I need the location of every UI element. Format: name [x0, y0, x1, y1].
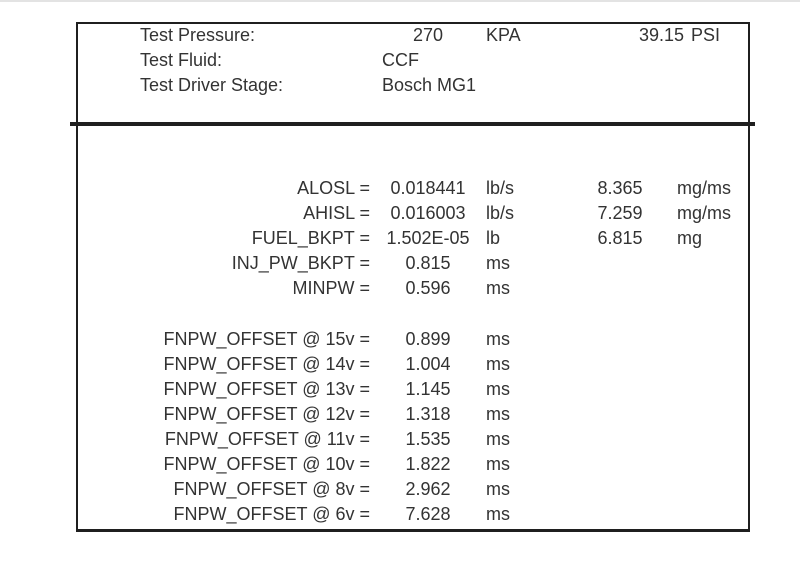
row-unit: ms — [486, 278, 510, 298]
row-label: Test Fluid: — [140, 50, 223, 70]
row-value: 1.145 — [405, 379, 451, 399]
row-unit: ms — [486, 253, 510, 273]
row-unit: ms — [486, 404, 510, 424]
report-row: ALOSL = 0.018441 lb/s 8.365 mg/ms — [0, 176, 800, 201]
row-value: 270 — [412, 25, 444, 45]
report-row: Test Pressure: 270 KPA 39.15 PSI — [0, 23, 800, 48]
row-unit: ms — [486, 329, 510, 349]
page-top-edge — [0, 0, 800, 2]
row-unit: KPA — [486, 25, 521, 45]
row-value: 0.016003 — [390, 203, 466, 223]
row-value-secondary: 39.15 — [638, 25, 684, 45]
row-value: 2.962 — [405, 479, 451, 499]
row-label: MINPW = — [292, 278, 370, 298]
row-label: FNPW_OFFSET @ 8v = — [173, 479, 370, 499]
report-row: AHISL = 0.016003 lb/s 7.259 mg/ms — [0, 201, 800, 226]
row-unit: ms — [486, 454, 510, 474]
row-label: AHISL = — [303, 203, 370, 223]
row-label: FNPW_OFFSET @ 6v = — [173, 504, 370, 524]
row-label: FNPW_OFFSET @ 10v = — [163, 454, 370, 474]
row-unit: lb/s — [486, 203, 515, 223]
row-unit: ms — [486, 429, 510, 449]
row-unit: ms — [486, 504, 510, 524]
row-unit-secondary: mg/ms — [677, 203, 731, 223]
row-label: ALOSL = — [297, 178, 370, 198]
header-divider-line — [70, 122, 755, 126]
row-unit: lb — [486, 228, 501, 248]
report-row: FNPW_OFFSET @ 12v = 1.318 ms — [0, 402, 800, 427]
row-value: 1.502E-05 — [386, 228, 470, 248]
row-value: 1.535 — [405, 429, 451, 449]
row-label: FUEL_BKPT = — [251, 228, 370, 248]
report-border-box — [76, 22, 750, 532]
report-row: INJ_PW_BKPT = 0.815 ms — [0, 251, 800, 276]
row-label: FNPW_OFFSET @ 13v = — [163, 379, 370, 399]
row-value: Bosch MG1 — [382, 75, 477, 95]
report-row: FNPW_OFFSET @ 14v = 1.004 ms — [0, 352, 800, 377]
report-row: FNPW_OFFSET @ 13v = 1.145 ms — [0, 377, 800, 402]
row-value: 1.822 — [405, 454, 451, 474]
row-value: 7.628 — [405, 504, 451, 524]
row-label: Test Driver Stage: — [140, 75, 284, 95]
report-row: FNPW_OFFSET @ 11v = 1.535 ms — [0, 427, 800, 452]
report-row: FNPW_OFFSET @ 15v = 0.899 ms — [0, 327, 800, 352]
report-row: FNPW_OFFSET @ 8v = 2.962 ms — [0, 477, 800, 502]
slope-parameters-section: ALOSL = 0.018441 lb/s 8.365 mg/ms AHISL = 0.01… — [0, 176, 800, 301]
row-value: 0.815 — [405, 253, 451, 273]
row-label: FNPW_OFFSET @ 12v = — [163, 404, 370, 424]
row-value-secondary: 7.259 — [597, 203, 643, 223]
row-label: FNPW_OFFSET @ 11v = — [164, 429, 370, 449]
row-value-secondary: 8.365 — [597, 178, 643, 198]
row-value: 0.018441 — [390, 178, 466, 198]
row-value: 0.596 — [405, 278, 451, 298]
row-label: INJ_PW_BKPT = — [231, 253, 370, 273]
row-unit: ms — [486, 354, 510, 374]
row-value: 0.899 — [405, 329, 451, 349]
row-value: CCF — [382, 50, 419, 70]
row-value-secondary: 6.815 — [597, 228, 643, 248]
row-value: 1.004 — [405, 354, 451, 374]
row-unit-secondary: mg — [677, 228, 703, 248]
row-unit: ms — [486, 379, 510, 399]
report-row: FNPW_OFFSET @ 6v = 7.628 ms — [0, 502, 800, 527]
row-label: FNPW_OFFSET @ 14v = — [163, 354, 370, 374]
row-unit-secondary: PSI — [691, 25, 721, 45]
row-unit: lb/s — [486, 178, 515, 198]
report-row: MINPW = 0.596 ms — [0, 276, 800, 301]
fnpw-offsets-section: FNPW_OFFSET @ 15v = 0.899 ms FNPW_OFFSET @ … — [0, 327, 800, 527]
row-unit-secondary: mg/ms — [677, 178, 731, 198]
row-unit: ms — [486, 479, 510, 499]
row-label: Test Pressure: — [140, 25, 256, 45]
report-row: Test Driver Stage: Bosch MG1 — [0, 73, 800, 98]
row-label: FNPW_OFFSET @ 15v = — [163, 329, 370, 349]
test-conditions-section: Test Pressure: 270 KPA 39.15 PSI Test Fluid: C… — [0, 23, 800, 98]
report-row: Test Fluid: CCF — [0, 48, 800, 73]
report-row: FUEL_BKPT = 1.502E-05 lb 6.815 mg — [0, 226, 800, 251]
row-value: 1.318 — [405, 404, 451, 424]
report-row: FNPW_OFFSET @ 10v = 1.822 ms — [0, 452, 800, 477]
